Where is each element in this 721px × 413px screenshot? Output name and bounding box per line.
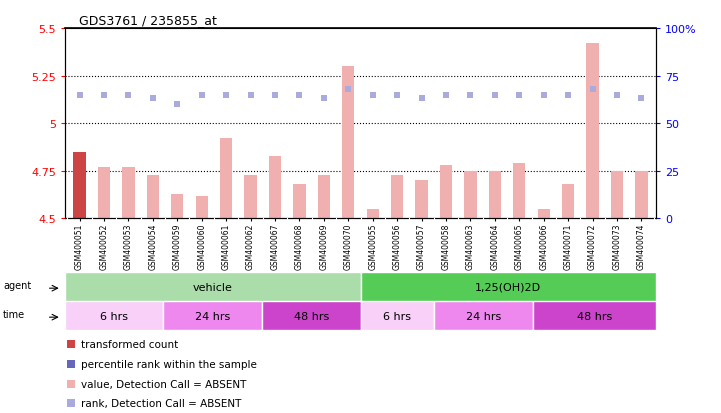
Text: value, Detection Call = ABSENT: value, Detection Call = ABSENT [81, 379, 247, 389]
Bar [360, 273, 656, 301]
Bar [538, 209, 550, 219]
Bar [98, 168, 110, 219]
Text: rank, Detection Call = ABSENT: rank, Detection Call = ABSENT [81, 398, 242, 408]
Bar [74, 152, 86, 219]
Bar [440, 166, 452, 219]
Text: GDS3761 / 235855_at: GDS3761 / 235855_at [79, 14, 217, 27]
Bar [415, 181, 428, 219]
Text: time: time [4, 309, 25, 320]
Text: agent: agent [4, 280, 32, 291]
Bar [164, 301, 262, 330]
Bar [586, 44, 598, 219]
Bar [123, 168, 135, 219]
Bar [391, 175, 403, 219]
Text: 6 hrs: 6 hrs [100, 311, 128, 321]
Bar [269, 156, 281, 219]
Text: 48 hrs: 48 hrs [293, 311, 329, 321]
Bar [220, 139, 232, 219]
Bar [533, 301, 656, 330]
Bar [434, 301, 533, 330]
Text: 6 hrs: 6 hrs [384, 311, 412, 321]
Bar [562, 185, 574, 219]
Text: vehicle: vehicle [193, 282, 233, 292]
Bar [635, 171, 647, 219]
Text: 24 hrs: 24 hrs [195, 311, 230, 321]
Bar [513, 164, 526, 219]
Bar [65, 301, 164, 330]
Bar [244, 175, 257, 219]
Bar [342, 67, 355, 219]
Bar [195, 196, 208, 219]
Bar [360, 301, 434, 330]
Bar [147, 175, 159, 219]
Bar [318, 175, 330, 219]
Text: transformed count: transformed count [81, 339, 179, 349]
Text: 1,25(OH)2D: 1,25(OH)2D [475, 282, 541, 292]
Bar [366, 209, 379, 219]
Bar [293, 185, 306, 219]
Bar [611, 171, 623, 219]
Bar [171, 194, 183, 219]
Bar [65, 273, 360, 301]
Text: percentile rank within the sample: percentile rank within the sample [81, 359, 257, 369]
Bar [262, 301, 360, 330]
Text: 24 hrs: 24 hrs [466, 311, 501, 321]
Bar [464, 171, 477, 219]
Text: 48 hrs: 48 hrs [577, 311, 612, 321]
Bar [489, 171, 501, 219]
